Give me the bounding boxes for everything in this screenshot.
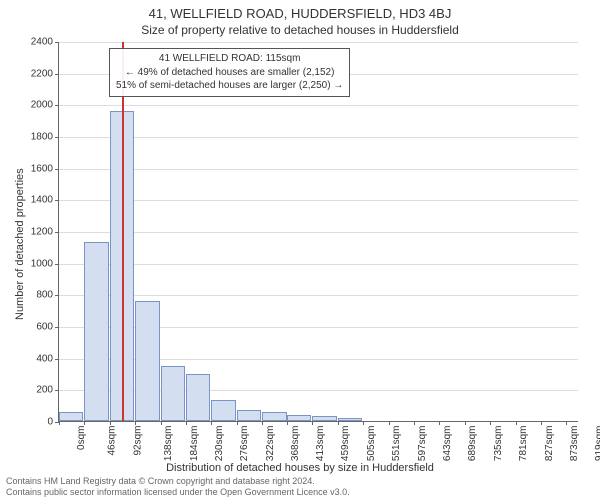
annotation-box: 41 WELLFIELD ROAD: 115sqm ← 49% of detac… [109,48,350,97]
x-tick [135,421,136,425]
footer-line-1: Contains HM Land Registry data © Crown c… [6,476,350,487]
histogram-bar [59,412,83,422]
y-tick-label: 2400 [17,37,53,48]
x-tick-label: 413sqm [315,426,326,462]
chart-title: 41, WELLFIELD ROAD, HUDDERSFIELD, HD3 4B… [0,0,600,21]
y-tick [55,327,59,328]
x-tick [490,421,491,425]
x-tick [84,421,85,425]
x-tick [363,421,364,425]
y-tick [55,169,59,170]
histogram-bar [338,418,362,421]
y-tick-label: 600 [17,322,53,333]
x-tick-label: 781sqm [518,426,529,462]
histogram-bar [84,242,108,421]
x-tick [110,421,111,425]
x-tick-label: 551sqm [391,426,402,462]
gridline [59,232,578,233]
x-tick [541,421,542,425]
y-axis-label: Number of detached properties [14,168,26,320]
x-tick [439,421,440,425]
chart-container: 41, WELLFIELD ROAD, HUDDERSFIELD, HD3 4B… [0,0,600,500]
x-tick-label: 46sqm [107,426,118,456]
y-tick-label: 1800 [17,132,53,143]
histogram-bar [262,412,286,421]
gridline [59,264,578,265]
gridline [59,105,578,106]
x-tick-label: 322sqm [265,426,276,462]
gridline [59,200,578,201]
gridline [59,42,578,43]
x-tick-label: 138sqm [163,426,174,462]
x-tick-label: 459sqm [340,426,351,462]
x-tick [59,421,60,425]
y-tick [55,264,59,265]
y-tick [55,390,59,391]
y-tick-label: 400 [17,353,53,364]
x-tick [287,421,288,425]
property-marker-line [122,42,124,421]
x-tick-label: 873sqm [569,426,580,462]
x-tick [338,421,339,425]
x-axis-label: Distribution of detached houses by size … [0,462,600,474]
y-tick [55,105,59,106]
x-tick-label: 92sqm [132,426,143,456]
y-tick [55,200,59,201]
x-tick [312,421,313,425]
histogram-bar [287,415,311,421]
x-tick [465,421,466,425]
y-tick [55,137,59,138]
x-tick-label: 735sqm [493,426,504,462]
x-tick-label: 230sqm [214,426,225,462]
histogram-bar [237,410,261,421]
x-tick-label: 597sqm [417,426,428,462]
x-tick [566,421,567,425]
x-tick-label: 689sqm [467,426,478,462]
y-tick [55,232,59,233]
y-tick-label: 2200 [17,68,53,79]
footer-attribution: Contains HM Land Registry data © Crown c… [6,476,350,498]
y-tick [55,295,59,296]
y-tick [55,74,59,75]
chart-subtitle: Size of property relative to detached ho… [0,21,600,37]
plot-area: 0200400600800100012001400160018002000220… [58,42,578,422]
histogram-bar [211,400,235,421]
x-tick-label: 0sqm [76,426,87,450]
x-tick-label: 643sqm [442,426,453,462]
x-tick-label: 184sqm [189,426,200,462]
y-tick-label: 2000 [17,100,53,111]
histogram-bar [135,301,159,421]
x-tick [262,421,263,425]
x-tick-label: 505sqm [366,426,377,462]
x-tick [389,421,390,425]
gridline [59,295,578,296]
y-tick-label: 200 [17,385,53,396]
gridline [59,169,578,170]
x-tick [414,421,415,425]
histogram-bar [186,374,210,422]
x-tick-label: 827sqm [544,426,555,462]
y-tick [55,42,59,43]
annotation-line-3: 51% of semi-detached houses are larger (… [116,79,343,93]
annotation-line-2: ← 49% of detached houses are smaller (2,… [116,66,343,80]
y-tick [55,359,59,360]
annotation-line-1: 41 WELLFIELD ROAD: 115sqm [116,52,343,66]
histogram-bar [312,416,336,421]
x-tick-label: 368sqm [290,426,301,462]
x-tick-label: 276sqm [239,426,250,462]
x-tick [211,421,212,425]
x-tick [161,421,162,425]
x-tick-label: 919sqm [594,426,600,462]
gridline [59,137,578,138]
x-tick [516,421,517,425]
x-tick [237,421,238,425]
histogram-bar [161,366,185,421]
x-tick [186,421,187,425]
footer-line-2: Contains public sector information licen… [6,487,350,498]
y-tick-label: 0 [17,417,53,428]
